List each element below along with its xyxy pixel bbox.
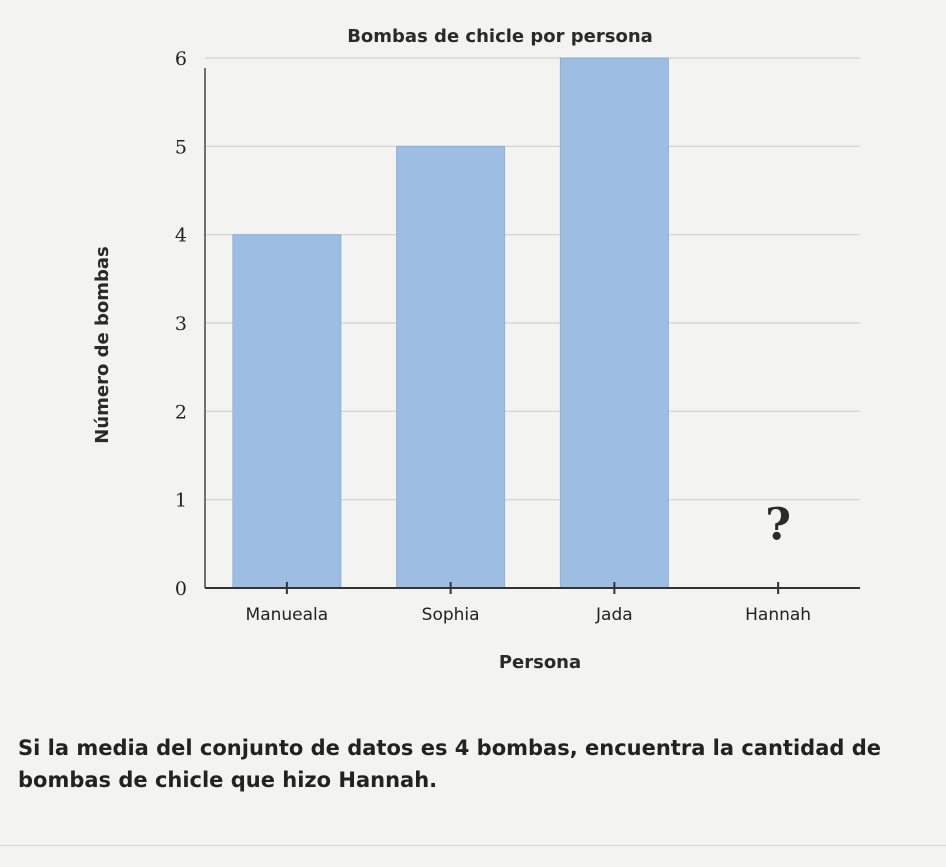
bar-chart: 0 1 2 3 4 5 6 Manueala Sophia Jada Hannah Bombas …: [92, 26, 860, 673]
y-tick-label: 2: [175, 401, 187, 423]
x-axis-label: Persona: [499, 652, 581, 673]
y-tick-label: 4: [175, 225, 187, 247]
axes: [204, 68, 860, 589]
y-tick-label: 5: [175, 136, 187, 158]
y-tick-label: 1: [175, 490, 187, 512]
question-text: Si la media del conjunto de datos es 4 b…: [18, 732, 938, 796]
y-tick-label: 3: [175, 313, 187, 335]
bar-sophia: [396, 145, 506, 589]
y-tick-labels: 0 1 2 3 4 5 6: [175, 48, 187, 600]
y-axis-label: Número de bombas: [92, 246, 113, 443]
chart-title: Bombas de chicle por persona: [347, 26, 653, 47]
x-tick-label: Jada: [595, 605, 633, 625]
y-tick-label: 6: [175, 48, 187, 70]
question-line-2: bombas de chicle que hizo Hannah.: [18, 768, 438, 792]
bar-jada: [559, 57, 669, 589]
x-tick-labels: Manueala Sophia Jada Hannah: [246, 582, 811, 625]
y-tick-label: 0: [175, 578, 187, 600]
question-line-1: Si la media del conjunto de datos es 4 b…: [18, 736, 881, 760]
x-tick-label: Sophia: [422, 605, 480, 625]
bar-manueala: [232, 234, 342, 589]
x-tick-label: Hannah: [745, 605, 811, 625]
divider: [0, 845, 946, 846]
bars: [232, 57, 669, 589]
x-tick-label: Manueala: [246, 605, 329, 625]
missing-value-marker: ?: [765, 499, 791, 550]
